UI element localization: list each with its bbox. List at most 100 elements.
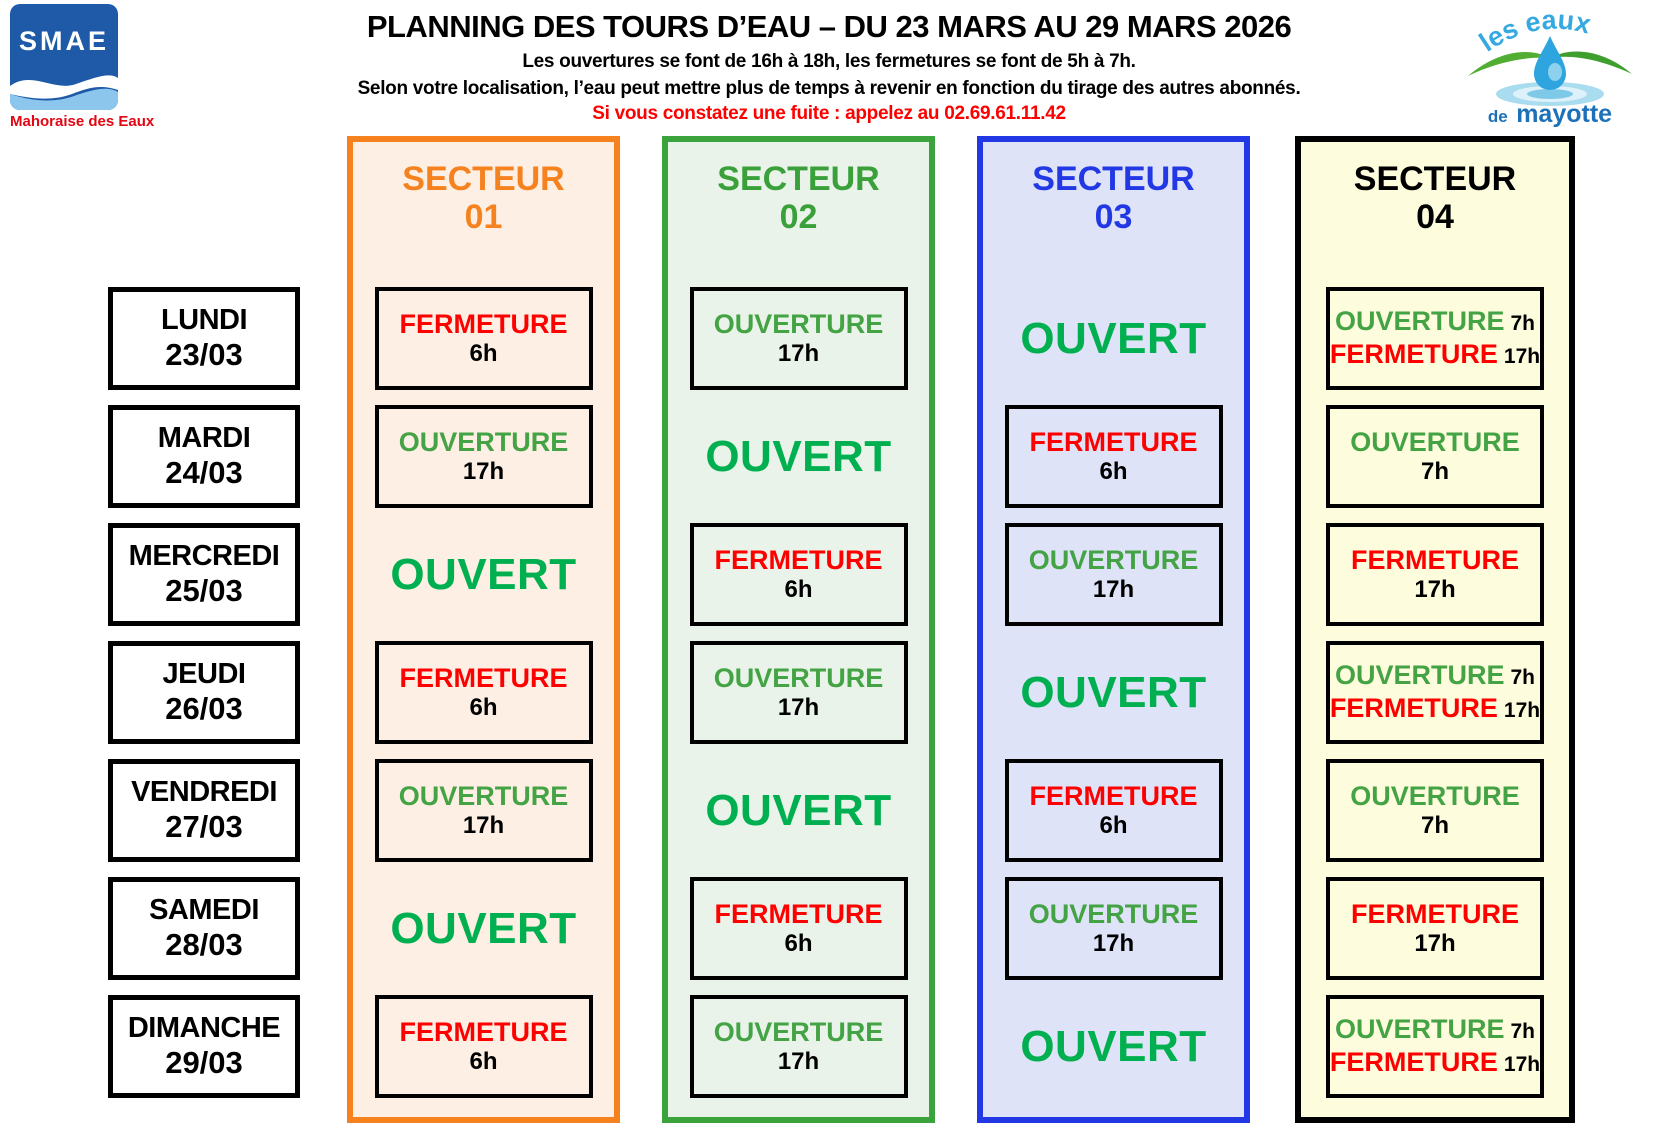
- day-box-vendredi: VENDREDI 27/03: [108, 759, 300, 862]
- eaux-logo-arc-text: les eaux: [1474, 5, 1594, 58]
- schedule-cell-double: OUVERTURE 7h FERMETURE 17h: [1326, 641, 1544, 744]
- sector-label: SECTEUR: [402, 160, 565, 198]
- water-drop-icon: [1534, 36, 1566, 90]
- wave-icon: [10, 75, 118, 110]
- action-label: OUVERTURE: [398, 426, 569, 457]
- sector-01-title: SECTEUR 01: [353, 160, 614, 236]
- eaux-de-mayotte-logo: les eaux de mayotte: [1450, 0, 1650, 133]
- hour-label: 17h: [777, 693, 820, 721]
- schedule-cell: OUVERTURE 17h: [374, 405, 593, 508]
- subtitle-localisation: Selon votre localisation, l’eau peut met…: [357, 77, 1301, 99]
- schedule-cell: OUVERTURE 17h: [1004, 523, 1223, 626]
- eaux-logo-mayotte: mayotte: [1516, 100, 1612, 128]
- day-box-mercredi: MERCREDI 25/03: [108, 523, 300, 626]
- day-name: MARDI: [157, 421, 251, 454]
- action-label: OUVERTURE: [1350, 780, 1520, 811]
- action-label: FERMETURE: [1329, 1046, 1498, 1077]
- hour-label: 6h: [1099, 811, 1128, 839]
- hour-label: 17h: [462, 457, 505, 485]
- hour-label: 17h: [777, 1047, 820, 1075]
- subtitle-hours: Les ouvertures se font de 16h à 18h, les…: [522, 50, 1136, 72]
- day-date: 27/03: [165, 808, 243, 844]
- schedule-cell: OUVERTURE 17h: [689, 995, 908, 1098]
- day-date: 24/03: [165, 454, 243, 490]
- hour-label: 17h: [777, 339, 820, 367]
- sector-label: SECTEUR: [1032, 160, 1195, 198]
- day-box-jeudi: JEUDI 26/03: [108, 641, 300, 744]
- action-label: OUVERTURE: [1334, 306, 1505, 337]
- hour-label: 7h: [1420, 457, 1449, 485]
- hour-label: 17h: [1092, 929, 1135, 957]
- sector-04-title: SECTEUR 04: [1301, 160, 1569, 236]
- page-title: PLANNING DES TOURS D’EAU – DU 23 MARS AU…: [366, 9, 1292, 44]
- open-all-day-label: OUVERT: [705, 431, 892, 481]
- hour-label: 17h: [1503, 344, 1541, 368]
- action-label: OUVERTURE: [398, 780, 569, 811]
- day-name: LUNDI: [160, 303, 248, 336]
- open-all-day-label: OUVERT: [390, 903, 577, 953]
- action-label: FERMETURE: [1329, 338, 1498, 369]
- hour-label: 17h: [1414, 575, 1456, 603]
- sector-number: 01: [464, 198, 503, 237]
- action-label: OUVERTURE: [713, 662, 884, 693]
- sector-label: SECTEUR: [717, 160, 880, 198]
- hour-label: 6h: [1099, 457, 1128, 485]
- hour-label: 17h: [1414, 929, 1456, 957]
- day-date: 28/03: [165, 926, 243, 962]
- right-leaf-icon: [1550, 51, 1632, 74]
- day-date: 29/03: [165, 1044, 243, 1080]
- sector-number: 03: [1094, 198, 1133, 237]
- day-date: 23/03: [165, 336, 243, 372]
- hour-label: 6h: [784, 929, 813, 957]
- schedule-cell: FERMETURE 6h: [374, 287, 593, 390]
- action-label: FERMETURE: [1029, 780, 1198, 811]
- schedule-cell-double: OUVERTURE 7h FERMETURE 17h: [1326, 287, 1544, 390]
- smae-logo-box: SMAE: [10, 4, 118, 110]
- schedule-cell-double: OUVERTURE 7h FERMETURE 17h: [1326, 995, 1544, 1098]
- hour-label: 17h: [1503, 1052, 1541, 1076]
- smae-logo-text: SMAE: [18, 26, 109, 56]
- action-label: OUVERTURE: [1028, 544, 1199, 575]
- action-label: OUVERTURE: [1334, 660, 1505, 691]
- hour-label: 6h: [469, 1047, 498, 1075]
- sector-number: 04: [1416, 198, 1454, 237]
- action-label: FERMETURE: [399, 1016, 568, 1047]
- hour-label: 7h: [1510, 312, 1536, 336]
- sector-03-title: SECTEUR 03: [983, 160, 1244, 236]
- schedule-cell: FERMETURE 6h: [1004, 759, 1223, 862]
- hour-label: 7h: [1420, 811, 1449, 839]
- action-label: OUVERTURE: [1028, 898, 1199, 929]
- action-label: FERMETURE: [1029, 426, 1198, 457]
- smae-tagline: Mahoraise des Eaux: [10, 113, 155, 130]
- schedule-cell: OUVERTURE 17h: [1004, 877, 1223, 980]
- action-label: OUVERTURE: [713, 308, 884, 339]
- day-date: 26/03: [165, 690, 243, 726]
- open-all-day-label: OUVERT: [1020, 1021, 1207, 1071]
- open-all-day-label: OUVERT: [705, 785, 892, 835]
- hour-label: 17h: [1092, 575, 1135, 603]
- open-all-day-label: OUVERT: [1020, 667, 1207, 717]
- sector-label: SECTEUR: [1353, 160, 1517, 198]
- hour-label: 6h: [784, 575, 813, 603]
- leak-hotline-notice: Si vous constatez une fuite : appelez au…: [592, 103, 1066, 125]
- schedule-cell: OUVERTURE 7h: [1326, 405, 1544, 508]
- hour-label: 17h: [1503, 698, 1541, 722]
- hour-label: 7h: [1510, 1020, 1536, 1044]
- action-label: OUVERTURE: [1350, 426, 1520, 457]
- schedule-cell: FERMETURE 6h: [689, 523, 908, 626]
- action-label: FERMETURE: [1351, 898, 1519, 929]
- svg-text:de mayotte: de mayotte: [1488, 100, 1612, 128]
- day-name: MERCREDI: [128, 539, 280, 572]
- sector-02-column: SECTEUR 02 OUVERTURE 17h OUVERT FERMETUR…: [662, 136, 935, 1123]
- action-label: FERMETURE: [1329, 692, 1498, 723]
- sector-02-title: SECTEUR 02: [668, 160, 929, 236]
- action-label: FERMETURE: [399, 308, 568, 339]
- day-date: 25/03: [165, 572, 243, 608]
- schedule-cell: FERMETURE 6h: [374, 995, 593, 1098]
- schedule-cell: FERMETURE 17h: [1326, 877, 1544, 980]
- schedule-cell: FERMETURE 17h: [1326, 523, 1544, 626]
- schedule-cell: OUVERTURE 17h: [374, 759, 593, 862]
- hour-label: 6h: [469, 339, 498, 367]
- eaux-logo-de: de: [1488, 107, 1508, 126]
